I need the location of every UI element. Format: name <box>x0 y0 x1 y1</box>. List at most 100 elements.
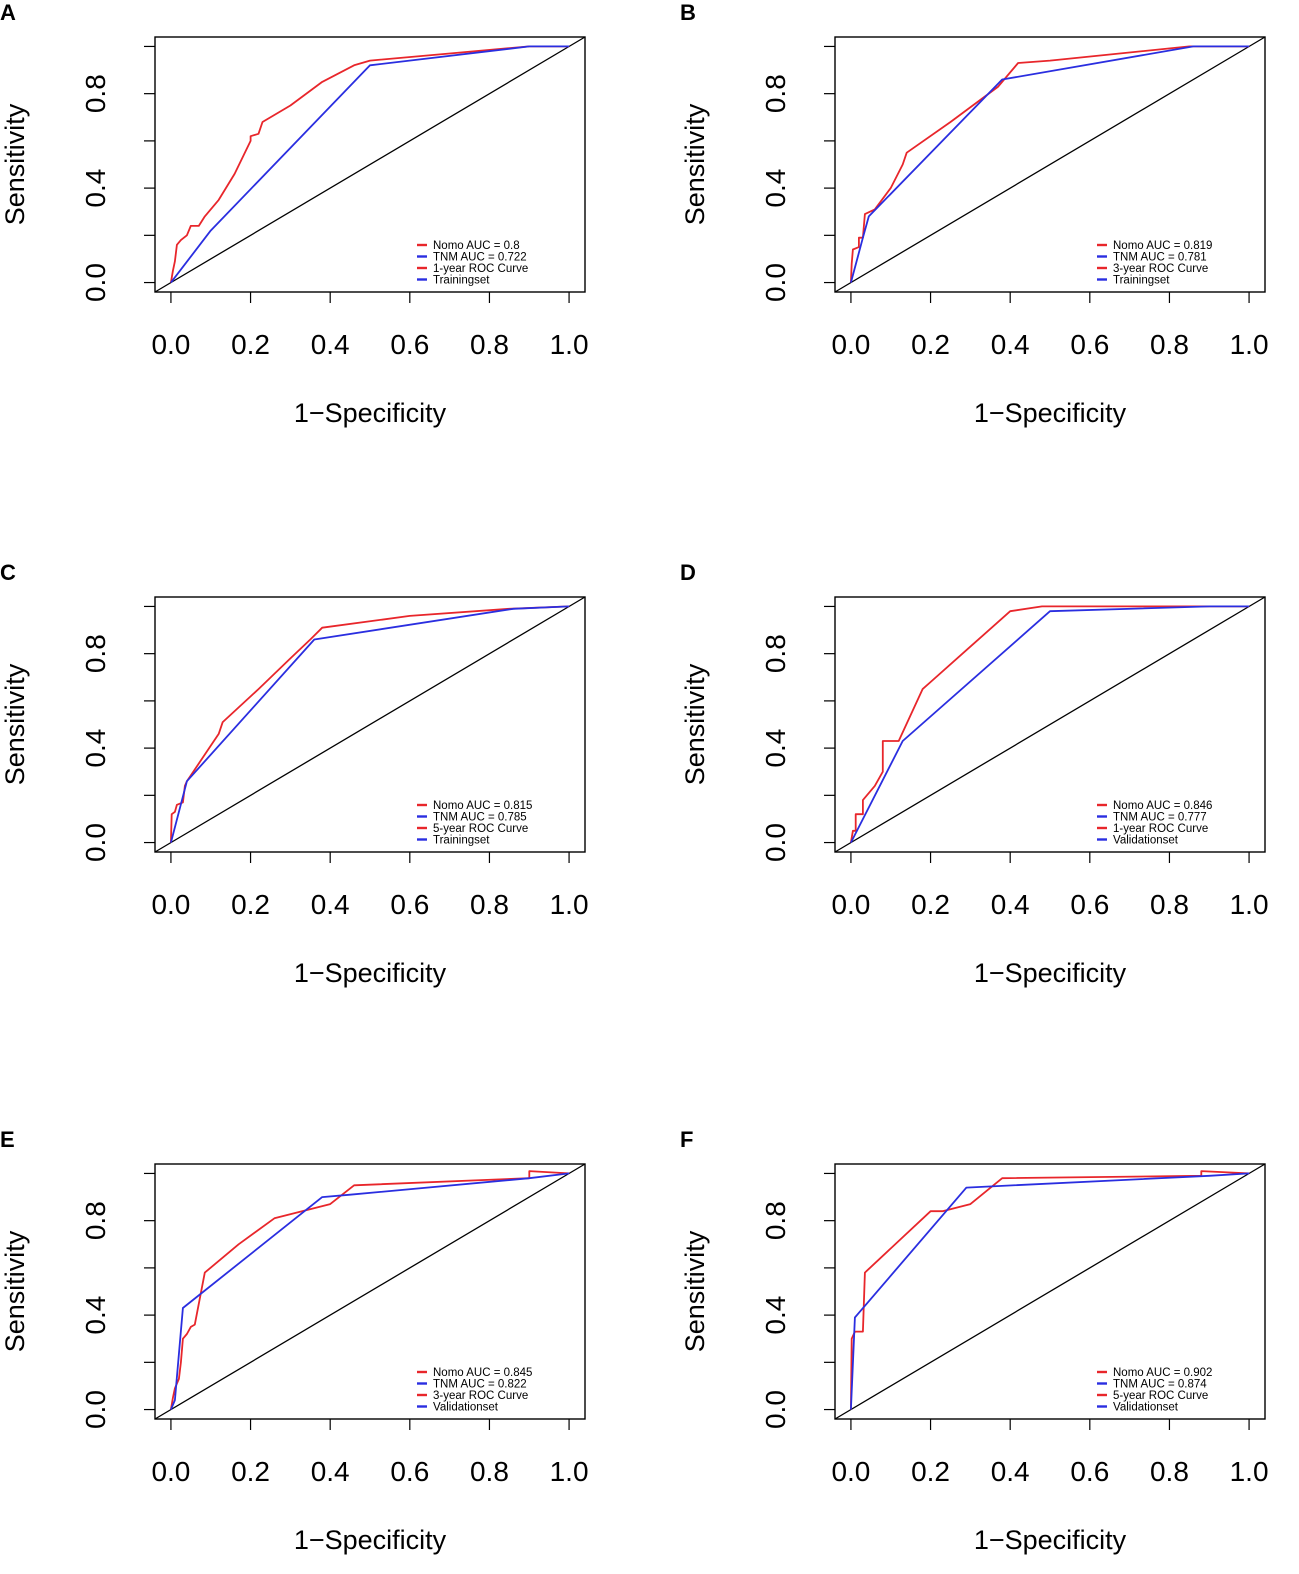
x-tick-label: 0.4 <box>991 329 1030 360</box>
plot-frame <box>834 36 1266 293</box>
x-tick-label: 1.0 <box>1230 889 1269 920</box>
x-tick-label: 0.2 <box>231 889 270 920</box>
x-tick-label: 1.0 <box>550 329 589 360</box>
x-axis-title: 1−Specificity <box>974 958 1127 988</box>
roc-line-nomo <box>850 605 1250 843</box>
x-tick-label: 0.6 <box>390 889 429 920</box>
x-tick-label: 0.2 <box>231 1456 270 1487</box>
panel-label: C <box>0 560 16 585</box>
legend-label: 3-year ROC Curve <box>433 1390 528 1402</box>
x-tick-label: 0.8 <box>1150 889 1189 920</box>
roc-line-tnm <box>850 605 1250 844</box>
legend-label: Nomo AUC = 0.819 <box>1113 240 1212 252</box>
legend-label: TNM AUC = 0.722 <box>433 252 527 264</box>
x-tick-label: 0.2 <box>911 329 950 360</box>
chance-diagonal <box>154 36 586 293</box>
roc-line-tnm <box>850 1172 1250 1410</box>
panel-label: D <box>680 560 696 585</box>
y-axis-title: Sensitivity <box>0 1230 30 1352</box>
legend-label: 5-year ROC Curve <box>433 823 528 835</box>
chance-diagonal <box>834 36 1266 293</box>
x-axis-title: 1−Specificity <box>974 1525 1127 1555</box>
x-tick-label: 0.2 <box>231 329 270 360</box>
roc-panel-c: C 0.0 0.2 0.4 0.6 0.8 1.0 0.0 0.4 0.8 1−Specifici… <box>0 560 620 1000</box>
x-tick-label: 1.0 <box>1230 1456 1269 1487</box>
legend-label: Nomo AUC = 0.815 <box>433 800 532 812</box>
roc-line-tnm <box>170 1172 570 1410</box>
y-tick-label: 0.4 <box>80 1296 111 1335</box>
plot-frame <box>154 36 586 293</box>
panel-label: E <box>0 1127 15 1152</box>
panel-label: F <box>680 1127 694 1152</box>
legend-label: Trainingset <box>1113 275 1170 287</box>
roc-line-tnm <box>170 45 570 284</box>
roc-line-tnm <box>850 45 1250 283</box>
legend-label: TNM AUC = 0.781 <box>1113 252 1207 264</box>
y-tick-label: 0.8 <box>760 74 791 113</box>
y-tick-label: 0.8 <box>760 634 791 673</box>
y-axis-title: Sensitivity <box>0 103 30 225</box>
legend-label: Nomo AUC = 0.8 <box>433 240 520 252</box>
plot-frame <box>834 1163 1266 1420</box>
y-tick-label: 0.0 <box>80 1390 111 1429</box>
chance-diagonal <box>834 1163 1266 1420</box>
x-tick-label: 0.6 <box>390 1456 429 1487</box>
y-axis-title: Sensitivity <box>680 663 710 785</box>
x-axis-title: 1−Specificity <box>974 398 1127 428</box>
roc-panel-d: D 0.0 0.2 0.4 0.6 0.8 1.0 0.0 0.4 0.8 1−Specifici… <box>680 560 1299 1000</box>
legend-label: Nomo AUC = 0.902 <box>1113 1367 1212 1379</box>
y-tick-label: 0.4 <box>760 1296 791 1335</box>
x-tick-label: 1.0 <box>550 1456 589 1487</box>
y-axis-title: Sensitivity <box>680 103 710 225</box>
x-tick-label: 0.8 <box>470 329 509 360</box>
y-tick-label: 0.8 <box>80 74 111 113</box>
y-tick-label: 0.4 <box>80 169 111 208</box>
x-tick-label: 0.6 <box>1070 1456 1109 1487</box>
legend-label: TNM AUC = 0.822 <box>433 1379 527 1391</box>
plot-frame <box>154 1163 586 1420</box>
x-tick-label: 0.8 <box>1150 329 1189 360</box>
plot-frame <box>154 596 586 853</box>
x-tick-label: 0.6 <box>1070 889 1109 920</box>
x-tick-label: 0.8 <box>470 889 509 920</box>
y-tick-label: 0.8 <box>80 1201 111 1240</box>
x-tick-label: 0.8 <box>470 1456 509 1487</box>
roc-chart: 0.0 0.2 0.4 0.6 0.8 1.0 0.0 0.4 0.8 1−Specificity… <box>0 36 589 428</box>
legend-label: TNM AUC = 0.874 <box>1113 1379 1207 1391</box>
x-tick-label: 0.8 <box>1150 1456 1189 1487</box>
x-tick-label: 0.6 <box>1070 329 1109 360</box>
x-tick-label: 0.6 <box>390 329 429 360</box>
legend-label: Trainingset <box>433 835 490 847</box>
y-tick-label: 0.8 <box>80 634 111 673</box>
y-axis-title: Sensitivity <box>0 663 30 785</box>
x-tick-label: 1.0 <box>550 889 589 920</box>
legend-label: 5-year ROC Curve <box>1113 1390 1208 1402</box>
x-tick-label: 0.0 <box>831 889 870 920</box>
x-tick-label: 0.2 <box>911 889 950 920</box>
roc-line-nomo <box>850 45 1250 283</box>
chance-diagonal <box>154 596 586 853</box>
roc-line-tnm <box>170 605 570 843</box>
x-axis-title: 1−Specificity <box>294 398 447 428</box>
panel-label: B <box>680 0 696 25</box>
roc-line-nomo <box>170 605 570 843</box>
legend-label: Nomo AUC = 0.845 <box>433 1367 532 1379</box>
legend-label: 3-year ROC Curve <box>1113 263 1208 275</box>
legend-label: TNM AUC = 0.785 <box>433 812 527 824</box>
legend-label: TNM AUC = 0.777 <box>1113 812 1207 824</box>
y-tick-label: 0.0 <box>80 263 111 302</box>
y-tick-label: 0.8 <box>760 1201 791 1240</box>
chance-diagonal <box>834 596 1266 853</box>
roc-panel-a: A 0.0 0.2 0.4 0.6 0.8 1.0 0.0 0.4 0.8 1−Specifici… <box>0 0 620 440</box>
roc-line-nomo <box>170 45 570 283</box>
roc-chart: 0.0 0.2 0.4 0.6 0.8 1.0 0.0 0.4 0.8 1−Specificity… <box>0 596 589 988</box>
roc-chart: 0.0 0.2 0.4 0.6 0.8 1.0 0.0 0.4 0.8 1−Specificity… <box>680 1163 1269 1555</box>
legend-label: 1-year ROC Curve <box>433 263 528 275</box>
x-tick-label: 0.4 <box>311 1456 350 1487</box>
roc-chart: 0.0 0.2 0.4 0.6 0.8 1.0 0.0 0.4 0.8 1−Specificity… <box>0 1163 589 1555</box>
y-tick-label: 0.0 <box>760 823 791 862</box>
legend-label: 1-year ROC Curve <box>1113 823 1208 835</box>
x-tick-label: 0.4 <box>311 889 350 920</box>
legend-label: Nomo AUC = 0.846 <box>1113 800 1212 812</box>
